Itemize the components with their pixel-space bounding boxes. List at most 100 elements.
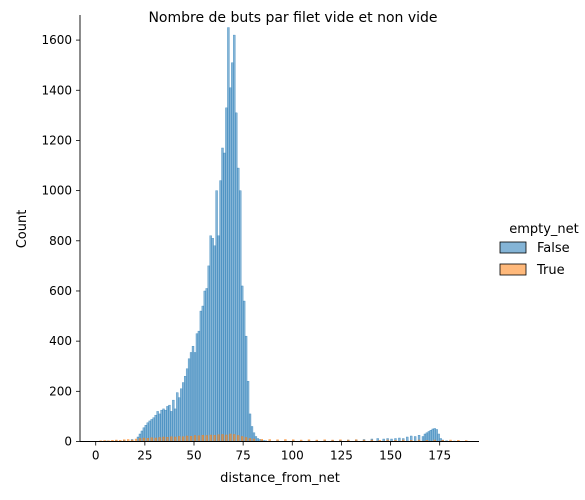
x-tick-label: 25 (137, 449, 152, 463)
bar-false (237, 167, 240, 442)
bar-false (421, 436, 425, 442)
x-tick-label: 50 (186, 449, 201, 463)
bar-false (248, 413, 252, 442)
bar-false (244, 335, 248, 442)
bar-false (240, 285, 244, 442)
bar-false (191, 345, 195, 442)
bar-false (221, 147, 224, 442)
bar-false (242, 300, 246, 442)
bar-false (187, 358, 191, 442)
bar-true (154, 437, 157, 442)
y-axis-label: Count (15, 210, 30, 249)
bar-true (189, 436, 193, 442)
bar-false (209, 235, 212, 442)
bar-false (205, 288, 208, 442)
legend-title: empty_net (509, 222, 579, 237)
bar-false (231, 62, 234, 442)
y-tick-label: 600 (49, 284, 72, 298)
bar-true (233, 434, 236, 442)
bar-true (170, 436, 173, 442)
bar-false (433, 428, 436, 442)
bar-false (227, 27, 230, 442)
bar-true (178, 436, 181, 442)
x-tick-label: 175 (428, 449, 451, 463)
bar-true (248, 438, 252, 442)
bar-false (172, 399, 175, 442)
bar-true (182, 436, 185, 442)
x-axis-ticks: 0 25 50 75 100 125 150 175 (92, 441, 451, 463)
bar-false (182, 382, 185, 442)
bar-false (406, 436, 409, 442)
y-axis-ticks: 0 200 400 600 800 1000 1200 1400 1600 (41, 33, 80, 449)
bar-true (244, 437, 248, 442)
y-tick-label: 1200 (41, 133, 72, 147)
legend-swatch-false (499, 241, 527, 254)
bar-false (217, 235, 220, 442)
bar-true (185, 435, 189, 442)
series-false-bars (105, 27, 456, 442)
bar-false (213, 245, 216, 442)
bar-true (174, 436, 177, 442)
bar-false (180, 388, 183, 442)
bar-false (376, 438, 379, 442)
bar-false (189, 352, 193, 442)
bar-false (199, 310, 203, 442)
y-tick-label: 1600 (41, 33, 72, 47)
bar-true (225, 434, 228, 442)
bar-false (225, 107, 228, 442)
bar-false (254, 436, 258, 442)
bar-false (423, 433, 427, 442)
bar-true (201, 435, 205, 442)
bar-false (229, 87, 232, 442)
bar-false (431, 428, 434, 442)
bar-true (150, 437, 153, 442)
bar-false (413, 436, 417, 442)
bar-true (158, 437, 161, 442)
y-tick-label: 1000 (41, 184, 72, 198)
bar-false (437, 433, 440, 442)
y-tick-label: 800 (49, 234, 72, 248)
bar-false (156, 411, 159, 442)
y-tick-label: 0 (64, 435, 72, 449)
bar-false (185, 368, 189, 442)
bar-false (168, 404, 171, 442)
y-tick-label: 200 (49, 384, 72, 398)
bar-true (146, 438, 149, 442)
legend-label-false: False (537, 241, 570, 256)
bar-false (197, 330, 201, 442)
y-tick-label: 1400 (41, 83, 72, 97)
bar-false (162, 408, 165, 442)
legend: empty_net False True (499, 222, 579, 278)
bar-false (429, 430, 433, 442)
bar-true (205, 435, 208, 442)
x-axis-label: distance_from_net (220, 471, 340, 486)
bar-false (144, 425, 148, 442)
bar-false (239, 190, 242, 442)
bar-false (195, 333, 199, 442)
y-tick-label: 400 (49, 334, 72, 348)
bar-false (152, 417, 155, 442)
legend-swatch-true (499, 263, 527, 276)
bar-true (240, 436, 244, 442)
bar-false (246, 381, 250, 442)
bar-true (142, 437, 146, 442)
bar-true (209, 434, 212, 442)
bar-true (229, 433, 232, 442)
bar-false (250, 426, 254, 442)
bar-true (197, 435, 201, 442)
bar-false (219, 180, 222, 442)
bar-false (203, 290, 206, 442)
bar-true (217, 434, 220, 442)
bar-false (176, 392, 179, 442)
chart-title: Nombre de buts par filet vide et non vid… (148, 10, 437, 26)
bar-true (221, 434, 224, 442)
x-tick-label: 125 (330, 449, 353, 463)
bar-false (160, 409, 163, 442)
x-tick-label: 100 (281, 449, 304, 463)
bar-true (237, 435, 240, 442)
bar-false (207, 265, 210, 442)
bar-false (223, 152, 226, 442)
bar-true (166, 437, 169, 442)
bar-false (193, 352, 197, 442)
